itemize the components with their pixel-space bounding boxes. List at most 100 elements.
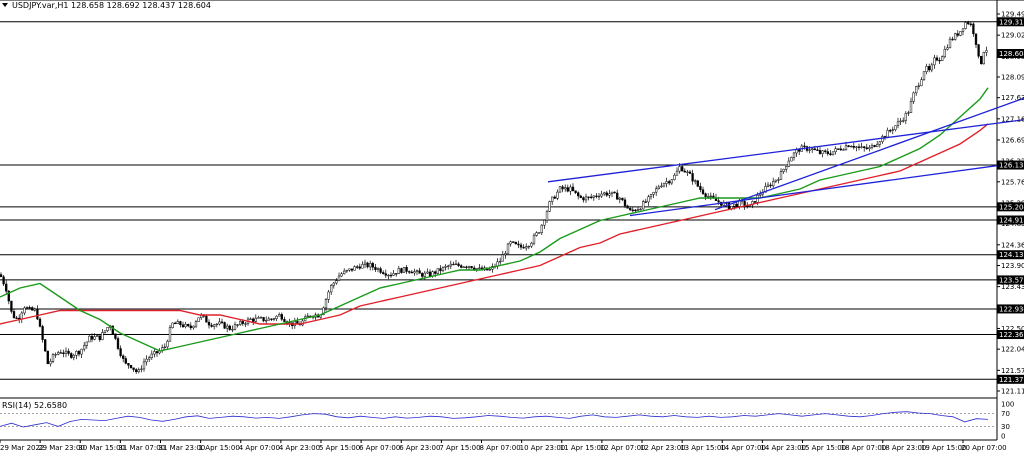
candle-body (551, 196, 554, 202)
candle-body (582, 197, 585, 201)
candle-body (759, 193, 762, 196)
candle-body (408, 271, 411, 273)
candle-body (166, 340, 169, 348)
level-label-box (997, 275, 1024, 285)
candle-body (847, 145, 850, 148)
time-tick-label: 20 Apr 07:00 (961, 444, 1007, 452)
candle-body (670, 179, 673, 184)
candle-body (535, 232, 538, 236)
price-tick-label: 123.430 (1001, 283, 1024, 291)
level-label: 122.934 (999, 305, 1024, 313)
candle-body (912, 92, 915, 102)
candle-body (597, 195, 601, 198)
ma-red-line (0, 123, 989, 325)
candle-body (787, 160, 790, 167)
candle-body (353, 266, 356, 271)
header: USDJPY.var,H1 128.658 128.692 128.437 12… (2, 1, 211, 10)
candle-body (366, 262, 369, 268)
candle-body (626, 205, 629, 209)
candle-body (340, 273, 343, 277)
candle-body (751, 201, 754, 206)
candle-body (842, 149, 845, 151)
level-label-box (997, 304, 1024, 314)
candle-body (213, 324, 216, 327)
candle-body (64, 350, 68, 354)
candle-body (343, 270, 346, 275)
candle-body (961, 28, 965, 32)
candle-body (184, 324, 187, 328)
time-tick-label: 15 Apr 15:00 (801, 444, 847, 452)
time-tick-label: 12 Apr 07:00 (600, 444, 646, 452)
candle-body (839, 148, 842, 151)
time-tick-label: 29 Mar 23:00 (38, 444, 85, 452)
candle-body (155, 351, 159, 354)
candle-body (327, 291, 330, 300)
candle-body (863, 146, 866, 148)
candle-body (753, 201, 757, 203)
candle-body (25, 307, 29, 309)
candle-body (12, 311, 16, 319)
candle-body (23, 307, 26, 314)
candle-body (902, 120, 905, 122)
candle-body (540, 224, 543, 233)
candle-body (673, 174, 676, 180)
time-tick-label: 31 Mar 07:00 (118, 444, 165, 452)
candle-body (514, 241, 517, 245)
candle-body (210, 324, 213, 327)
candle-body (675, 170, 679, 176)
candle-body (397, 268, 400, 274)
candle-body (33, 308, 36, 311)
time-tick-label: 6 Apr 07:00 (359, 444, 400, 452)
candle-body (36, 308, 39, 320)
candle-body (852, 145, 855, 148)
time-tick-label: 29 Mar 2022 (0, 444, 44, 452)
candle-body (600, 193, 603, 197)
level-label-box (997, 374, 1024, 384)
candle-body (935, 57, 939, 61)
candle-body (501, 254, 504, 262)
candle-body (795, 149, 798, 154)
candle-body (873, 145, 876, 147)
candle-body (150, 353, 153, 358)
candle-body (41, 326, 44, 340)
candle-body (28, 307, 31, 309)
level-label: 124.911 (999, 217, 1024, 225)
candle-body (904, 113, 907, 121)
candle-body (228, 325, 231, 330)
candle-body (636, 208, 640, 211)
candle-body (519, 244, 523, 248)
time-tick-label: 14 Apr 07:00 (720, 444, 766, 452)
candle-body (181, 324, 185, 328)
price-tick-label: 127.160 (1001, 115, 1024, 123)
dropdown-icon[interactable] (2, 3, 8, 7)
trendline[interactable] (714, 97, 1024, 211)
moving-averages (0, 87, 989, 352)
candle-body (358, 266, 361, 269)
current-price-marker: 128.604 (997, 49, 1024, 58)
candle-body (223, 322, 226, 329)
candle-body (579, 195, 582, 198)
candle-body (387, 274, 390, 277)
time-tick-label: 13 Apr 15:00 (680, 444, 726, 452)
candle-body (350, 268, 354, 271)
candle-body (946, 47, 949, 50)
candle-body (103, 330, 107, 333)
candle-body (283, 319, 286, 322)
candle-body (525, 246, 528, 249)
candle-body (410, 271, 413, 274)
candle-body (356, 266, 359, 268)
candle-body (77, 351, 81, 355)
candle-body (917, 85, 920, 87)
candle-body (517, 243, 520, 246)
candle-body (488, 268, 491, 271)
candle-body (148, 357, 151, 360)
candle-body (454, 263, 458, 265)
trendline[interactable] (629, 161, 1024, 217)
price-tick-label: 122.500 (1001, 325, 1024, 333)
candle-body (207, 321, 211, 326)
time-tick-label: 5 Apr 15:00 (319, 444, 360, 452)
trendline[interactable] (547, 119, 1024, 183)
candle-body (925, 66, 928, 72)
candle-body (790, 157, 793, 162)
